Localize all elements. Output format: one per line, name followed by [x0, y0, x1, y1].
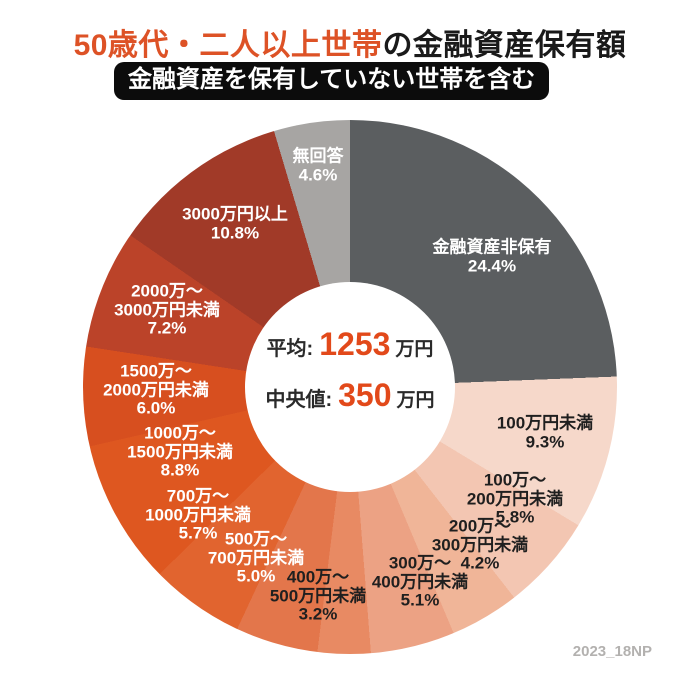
average-unit: 万円: [395, 339, 434, 360]
page-title-highlight: 50歳代・二人以上世帯: [73, 29, 383, 62]
donut-hole: [245, 282, 455, 492]
median-unit: 万円: [396, 390, 435, 411]
center-stats: 平均: 1253 万円 中央値: 350 万円: [230, 265, 470, 475]
median-stat: 中央値: 350 万円: [265, 377, 434, 414]
average-stat: 平均: 1253 万円: [267, 326, 434, 363]
average-label: 平均:: [266, 338, 314, 360]
subtitle-badge: 金融資産を保有していない世帯を含む: [114, 62, 550, 100]
average-value: 1253: [319, 326, 391, 362]
median-value: 350: [338, 377, 392, 413]
page-title: 50歳代・二人以上世帯の金融資産保有額: [0, 20, 700, 64]
page-title-rest: の金融資産保有額: [382, 29, 627, 62]
median-label: 中央値:: [265, 389, 333, 411]
source-footnote: 2023_18NP: [572, 643, 652, 660]
